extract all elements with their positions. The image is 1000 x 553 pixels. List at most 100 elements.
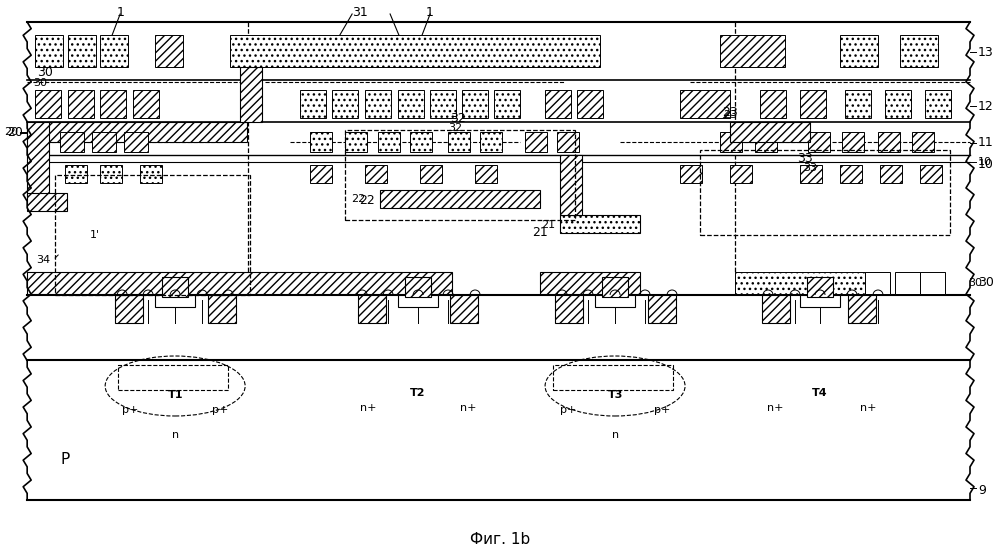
Text: Фиг. 1b: Фиг. 1b [470, 533, 530, 547]
Bar [865, 272, 890, 294]
Bar [680, 90, 730, 118]
Bar [560, 155, 582, 215]
Text: 33: 33 [803, 163, 817, 173]
Bar [760, 90, 786, 118]
Bar [840, 165, 862, 183]
Text: 30: 30 [33, 78, 47, 88]
Text: 33: 33 [797, 152, 813, 164]
Bar [842, 132, 864, 152]
Text: p+: p+ [654, 405, 670, 415]
Bar [240, 67, 262, 122]
Bar [557, 132, 579, 152]
Text: 32: 32 [448, 123, 462, 133]
Bar [648, 295, 676, 323]
Bar [310, 132, 332, 152]
Bar [800, 165, 822, 183]
Text: p+: p+ [122, 405, 138, 415]
Bar [27, 193, 67, 211]
Text: P: P [61, 452, 70, 467]
Bar [155, 35, 183, 67]
Bar [807, 277, 833, 297]
Bar [878, 132, 900, 152]
Bar [208, 295, 236, 323]
Bar [462, 90, 488, 118]
Bar [35, 35, 63, 67]
Text: 30: 30 [968, 278, 982, 288]
Bar [420, 165, 442, 183]
Bar [100, 90, 126, 118]
Text: 10: 10 [978, 159, 994, 171]
Bar [595, 295, 635, 307]
Bar [133, 90, 159, 118]
Bar [410, 132, 432, 152]
Bar [430, 90, 456, 118]
Bar [124, 132, 148, 152]
Bar [27, 22, 970, 500]
Bar [525, 132, 547, 152]
Bar [560, 215, 640, 233]
Bar [475, 165, 497, 183]
Bar [27, 272, 452, 294]
Bar [27, 122, 247, 142]
Bar [68, 35, 96, 67]
Bar [762, 295, 790, 323]
Bar [100, 165, 122, 183]
Bar [848, 295, 876, 323]
Text: 10: 10 [978, 157, 992, 167]
Bar [118, 365, 228, 390]
Bar [365, 90, 391, 118]
Bar [60, 132, 84, 152]
Bar [332, 90, 358, 118]
Bar [398, 295, 438, 307]
Bar [577, 90, 603, 118]
Text: 23: 23 [722, 106, 738, 118]
Bar [730, 122, 810, 142]
Bar [365, 165, 387, 183]
Text: 30: 30 [37, 66, 53, 80]
Text: 1': 1' [90, 230, 100, 240]
Bar [920, 165, 942, 183]
Bar [55, 175, 250, 295]
Bar [885, 90, 911, 118]
Bar [448, 132, 470, 152]
Bar [920, 272, 945, 294]
Text: T4: T4 [812, 388, 828, 398]
Text: 34: 34 [36, 255, 50, 265]
Text: p+: p+ [560, 405, 576, 415]
Bar [680, 165, 702, 183]
Bar [358, 295, 386, 323]
Bar [720, 132, 742, 152]
Text: 11: 11 [978, 137, 994, 149]
Bar [162, 277, 188, 297]
Bar [555, 295, 583, 323]
Text: 22: 22 [351, 194, 365, 204]
Text: 31: 31 [352, 6, 368, 18]
Bar [545, 90, 571, 118]
Bar [800, 295, 840, 307]
Text: n+: n+ [360, 403, 376, 413]
Text: T2: T2 [410, 388, 426, 398]
Text: 13: 13 [978, 45, 994, 59]
Bar [310, 165, 332, 183]
Text: 12: 12 [978, 100, 994, 112]
Text: 20: 20 [4, 127, 18, 137]
Bar [808, 132, 830, 152]
Bar [100, 35, 128, 67]
Text: 21: 21 [532, 226, 548, 238]
Bar [450, 295, 478, 323]
Text: n+: n+ [767, 403, 783, 413]
Text: 20: 20 [7, 127, 23, 139]
Bar [115, 295, 143, 323]
Text: n: n [612, 430, 619, 440]
Bar [35, 90, 61, 118]
Bar [65, 165, 87, 183]
Bar [345, 130, 575, 220]
Bar [380, 190, 540, 208]
Bar [925, 90, 951, 118]
Bar [378, 132, 400, 152]
Bar [345, 132, 367, 152]
Text: 30: 30 [978, 276, 994, 290]
Text: n+: n+ [460, 403, 476, 413]
Text: 1: 1 [116, 6, 124, 18]
Text: 1: 1 [426, 6, 434, 18]
